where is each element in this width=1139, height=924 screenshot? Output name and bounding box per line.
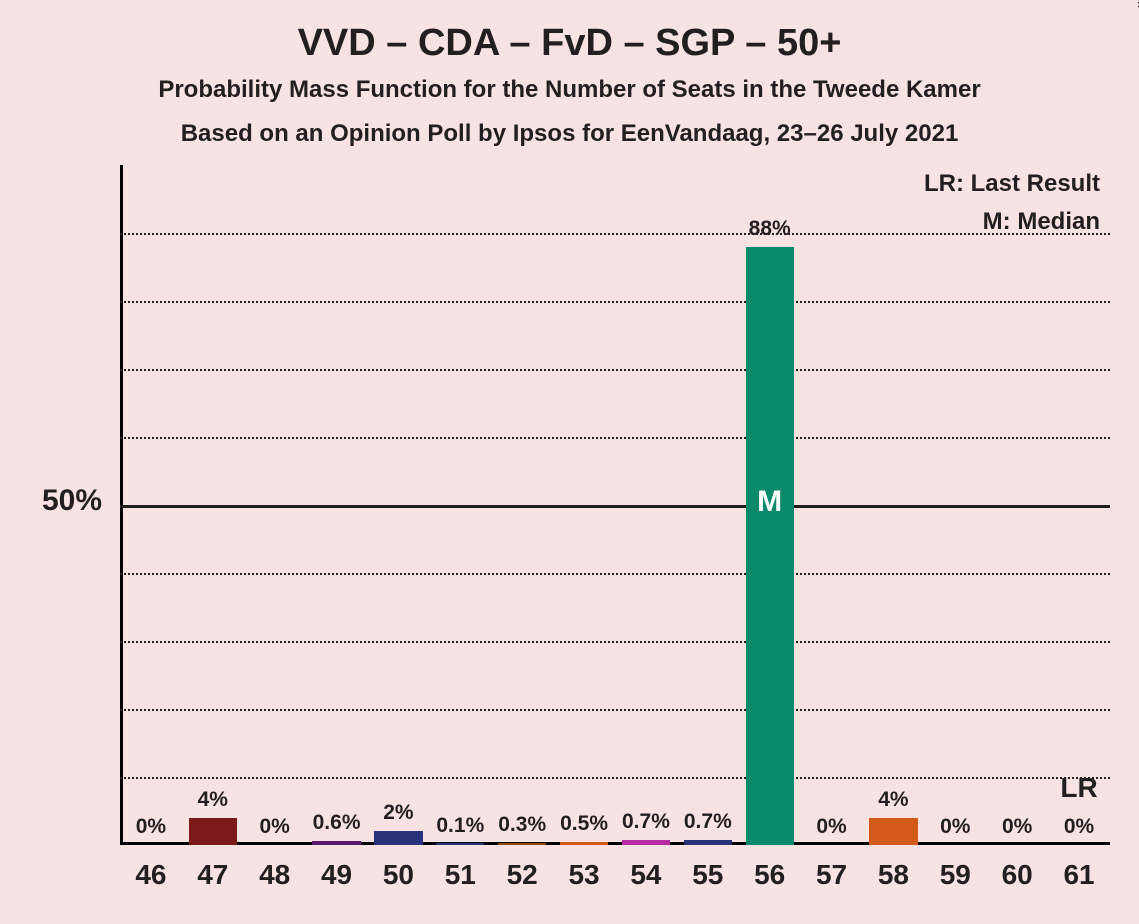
gridline [120,777,1110,779]
x-axis-tick-label: 58 [863,859,925,891]
x-axis-tick-label: 60 [986,859,1048,891]
bar-value-label: 0% [1048,815,1110,839]
gridline [120,369,1110,371]
chart-subtitle-2: Based on an Opinion Poll by Ipsos for Ee… [0,120,1139,148]
legend-m: M: Median [983,208,1100,236]
gridline [120,233,1110,235]
bar-value-label: 0.7% [615,810,677,834]
x-axis-line [120,842,1110,845]
bar [312,841,360,845]
x-axis-tick-label: 50 [368,859,430,891]
gridline [120,709,1110,711]
x-axis-tick-label: 54 [615,859,677,891]
x-axis-tick-label: 55 [677,859,739,891]
x-axis-tick-label: 46 [120,859,182,891]
bar-value-label: 0.6% [306,811,368,835]
chart-title: VVD – CDA – FvD – SGP – 50+ [0,22,1139,65]
gridline [120,301,1110,303]
gridline [120,573,1110,575]
bar [374,831,422,845]
bar [869,818,917,845]
x-axis-tick-label: 49 [306,859,368,891]
bar [746,247,794,845]
x-axis-tick-label: 57 [801,859,863,891]
x-axis-tick-label: 56 [739,859,801,891]
x-axis-tick-label: 47 [182,859,244,891]
y-axis-label: 50% [0,484,102,518]
bar-value-label: 0.1% [429,814,491,838]
x-axis-tick-label: 51 [429,859,491,891]
x-axis-tick-label: 61 [1048,859,1110,891]
x-axis-tick-label: 59 [924,859,986,891]
copyright-text: © 2021 Filip van Laenen [1135,0,1139,8]
bar-value-label: 0.7% [677,810,739,834]
bar [622,840,670,845]
bar-value-label: 0.5% [553,812,615,836]
bar [560,842,608,845]
bar-value-label: 4% [182,788,244,812]
bar [498,843,546,845]
gridline [120,505,1110,508]
plot-area: M 0%4%0%0.6%2%0.1%0.3%0.5%0.7%0.7%88%0%4… [120,165,1110,845]
bar-value-label: 0% [801,815,863,839]
bar-value-label: 4% [863,788,925,812]
bar-value-label: 2% [368,801,430,825]
chart-subtitle-1: Probability Mass Function for the Number… [0,76,1139,104]
bar-value-label: 0% [244,815,306,839]
gridline [120,437,1110,439]
x-axis-tick-label: 48 [244,859,306,891]
last-result-marker: LR [1048,772,1110,804]
bar [436,843,484,845]
bar-value-label: 0.3% [491,813,553,837]
x-axis-tick-label: 52 [491,859,553,891]
legend-lr: LR: Last Result [924,170,1100,198]
gridline [120,641,1110,643]
bar-value-label: 0% [924,815,986,839]
bar [684,840,732,845]
median-marker: M [746,485,794,519]
bar-value-label: 88% [739,217,801,241]
bar-value-label: 0% [986,815,1048,839]
x-axis-tick-label: 53 [553,859,615,891]
bar-value-label: 0% [120,815,182,839]
bar [189,818,237,845]
chart-canvas: VVD – CDA – FvD – SGP – 50+ Probability … [0,0,1139,924]
